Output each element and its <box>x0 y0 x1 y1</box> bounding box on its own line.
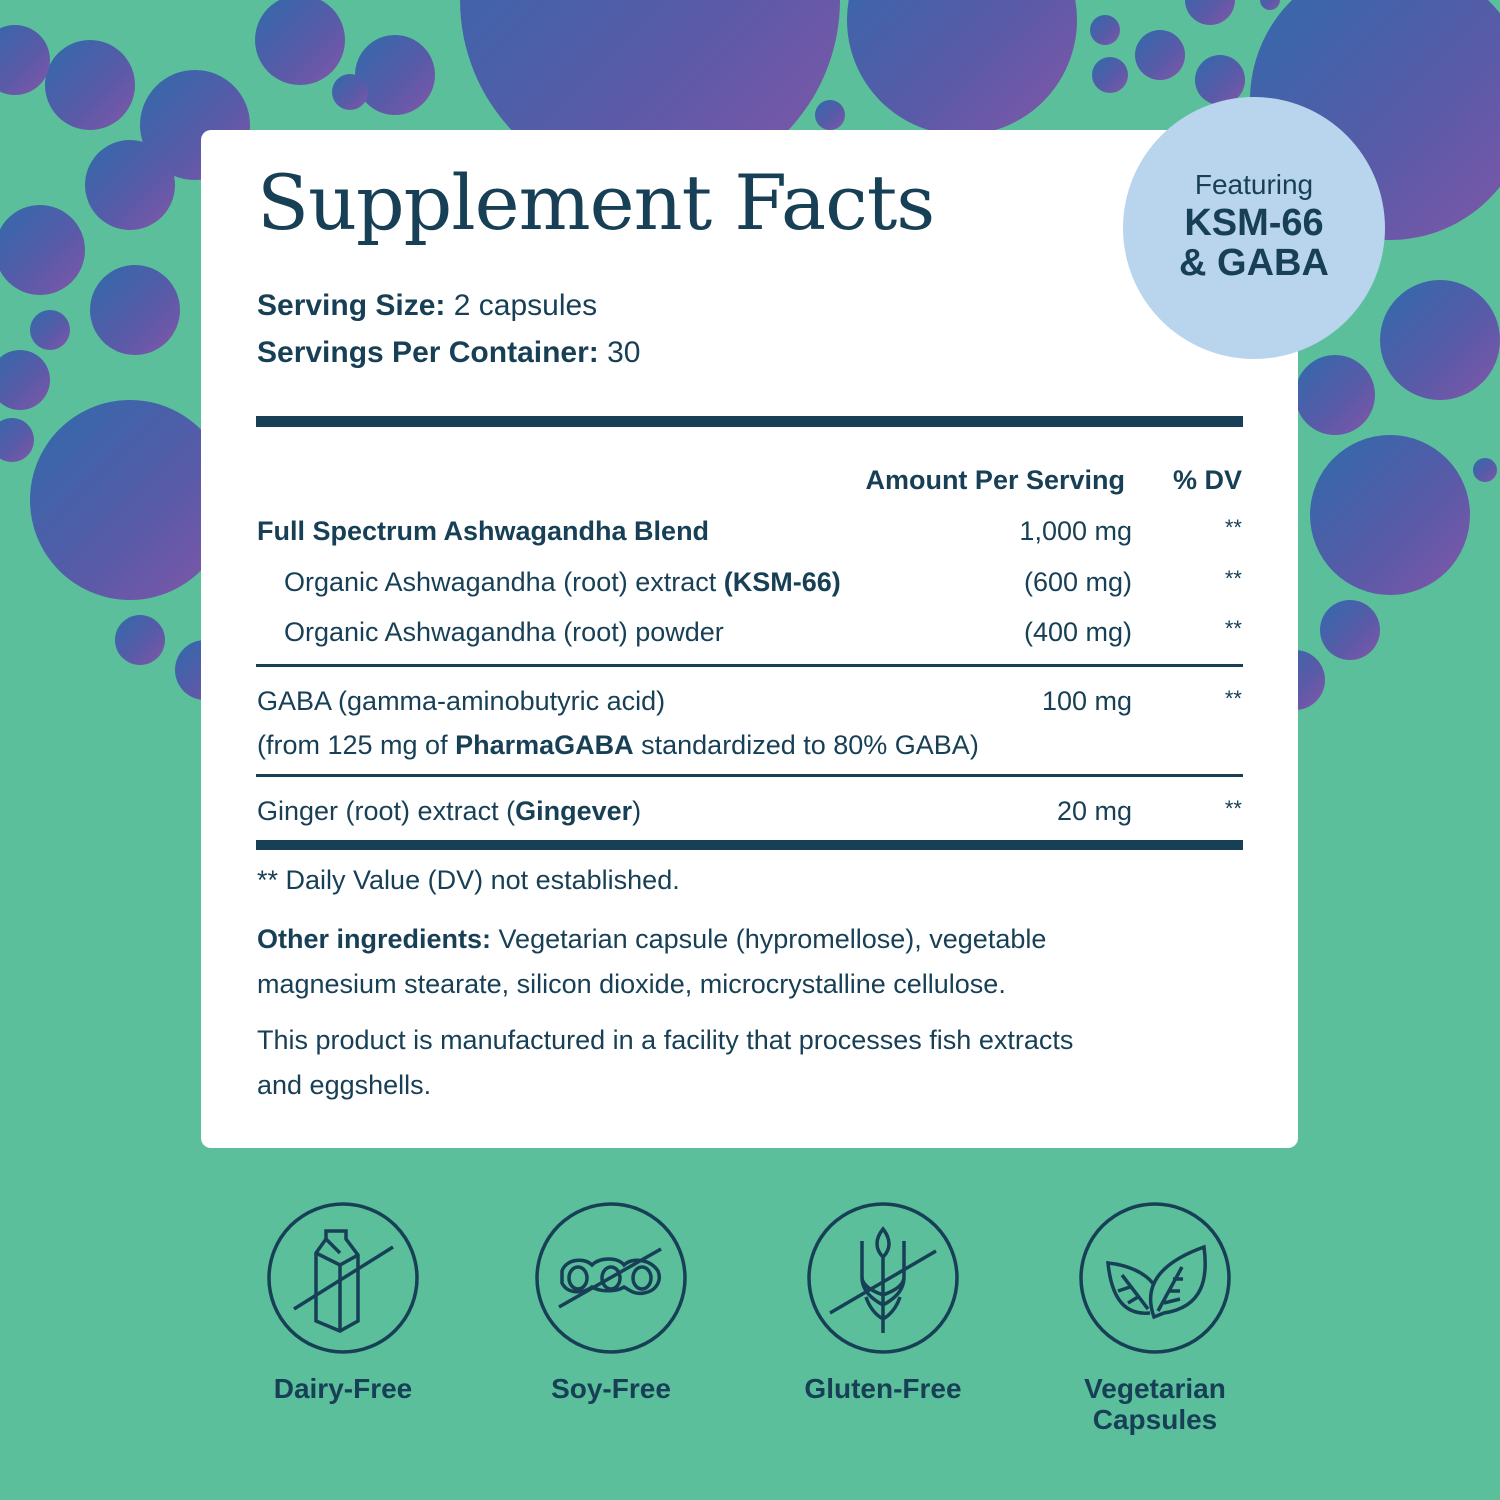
badge-line3: & GABA <box>1179 242 1329 284</box>
ingredient-amount: 100 mg <box>1041 686 1132 716</box>
divider <box>256 664 1243 667</box>
bubble <box>1185 0 1235 25</box>
ingredient-amount: (600 mg) <box>1023 567 1132 597</box>
footnote: ** Daily Value (DV) not established. <box>257 865 680 895</box>
ingredient-detail: (from 125 mg of PharmaGABA standardized … <box>257 730 979 760</box>
ingredient-name: Ginger (root) extract (Gingever) <box>257 796 642 826</box>
divider <box>256 774 1243 777</box>
bubble <box>1195 55 1245 105</box>
bubble <box>1320 600 1380 660</box>
facility-line2: and eggshells. <box>257 1070 432 1100</box>
facility-line1: This product is manufactured in a facili… <box>257 1025 1074 1055</box>
bubble <box>45 40 135 130</box>
bubble <box>1473 458 1497 482</box>
bubble <box>0 350 50 410</box>
bubble <box>815 100 845 130</box>
ingredient-dv: ** <box>1224 515 1242 540</box>
bubble <box>332 74 368 110</box>
bubble <box>1090 15 1120 45</box>
dv-header: % DV <box>1172 465 1242 495</box>
ingredient-dv: ** <box>1224 616 1242 641</box>
bubble <box>1295 355 1375 435</box>
badge-label-vegetarian-capsules: Vegetarian Capsules <box>1084 1373 1226 1435</box>
thick-divider <box>256 416 1243 427</box>
bubble <box>255 0 345 85</box>
ingredient-amount: (400 mg) <box>1023 617 1132 647</box>
other-ingredients-line1: Other ingredients: Vegetarian capsule (h… <box>257 924 1047 954</box>
bubble <box>0 25 50 95</box>
thick-divider <box>256 840 1243 850</box>
badge-line2: KSM-66 <box>1184 202 1324 244</box>
bubble <box>0 205 85 295</box>
page-title: Supplement Facts <box>257 158 935 247</box>
badge-label-dairy-free: Dairy-Free <box>273 1373 413 1404</box>
bubble <box>1092 57 1128 93</box>
badge-label-soy-free: Soy-Free <box>551 1373 671 1404</box>
bubble <box>30 400 230 600</box>
ingredient-name: Organic Ashwagandha (root) powder <box>284 617 724 647</box>
ingredient-dv: ** <box>1224 796 1242 821</box>
bubble <box>30 310 70 350</box>
bubble <box>90 265 180 355</box>
bubble <box>1310 435 1470 595</box>
badge-line1: Featuring <box>1194 169 1314 200</box>
bubble <box>115 615 165 665</box>
bubble <box>85 140 175 230</box>
wheat-crossed-icon <box>807 1202 959 1354</box>
ingredient-dv: ** <box>1224 686 1242 711</box>
badge-label-gluten-free: Gluten-Free <box>804 1373 962 1404</box>
supplement-facts-card <box>201 130 1298 1148</box>
other-ingredients-line2: magnesium stearate, silicon dioxide, mic… <box>257 969 1006 999</box>
ingredient-amount: 20 mg <box>1056 796 1132 826</box>
bubble <box>1260 0 1280 10</box>
soybean-crossed-icon <box>535 1202 687 1354</box>
leaves-icon <box>1079 1202 1231 1354</box>
milk-carton-crossed-icon <box>267 1202 419 1354</box>
bubble <box>355 35 435 115</box>
bubble <box>1135 30 1185 80</box>
ingredient-name: GABA (gamma-aminobutyric acid) <box>257 686 666 716</box>
badge-highlight: KSM-66 & GABA <box>1123 203 1385 283</box>
serving-size: Serving Size: 2 capsules <box>257 289 598 322</box>
featuring-badge: Featuring KSM-66 & GABA <box>1123 97 1385 359</box>
bubble <box>0 418 34 462</box>
ingredient-name: Organic Ashwagandha (root) extract (KSM-… <box>284 567 841 597</box>
amount-header: Amount Per Serving <box>865 465 1125 495</box>
servings-per-container: Servings Per Container: 30 <box>257 336 641 369</box>
ingredient-dv: ** <box>1224 566 1242 591</box>
bubble <box>1380 280 1500 400</box>
ingredient-name: Full Spectrum Ashwagandha Blend <box>257 516 710 546</box>
ingredient-amount: 1,000 mg <box>1019 516 1132 546</box>
bubble <box>847 0 1077 135</box>
